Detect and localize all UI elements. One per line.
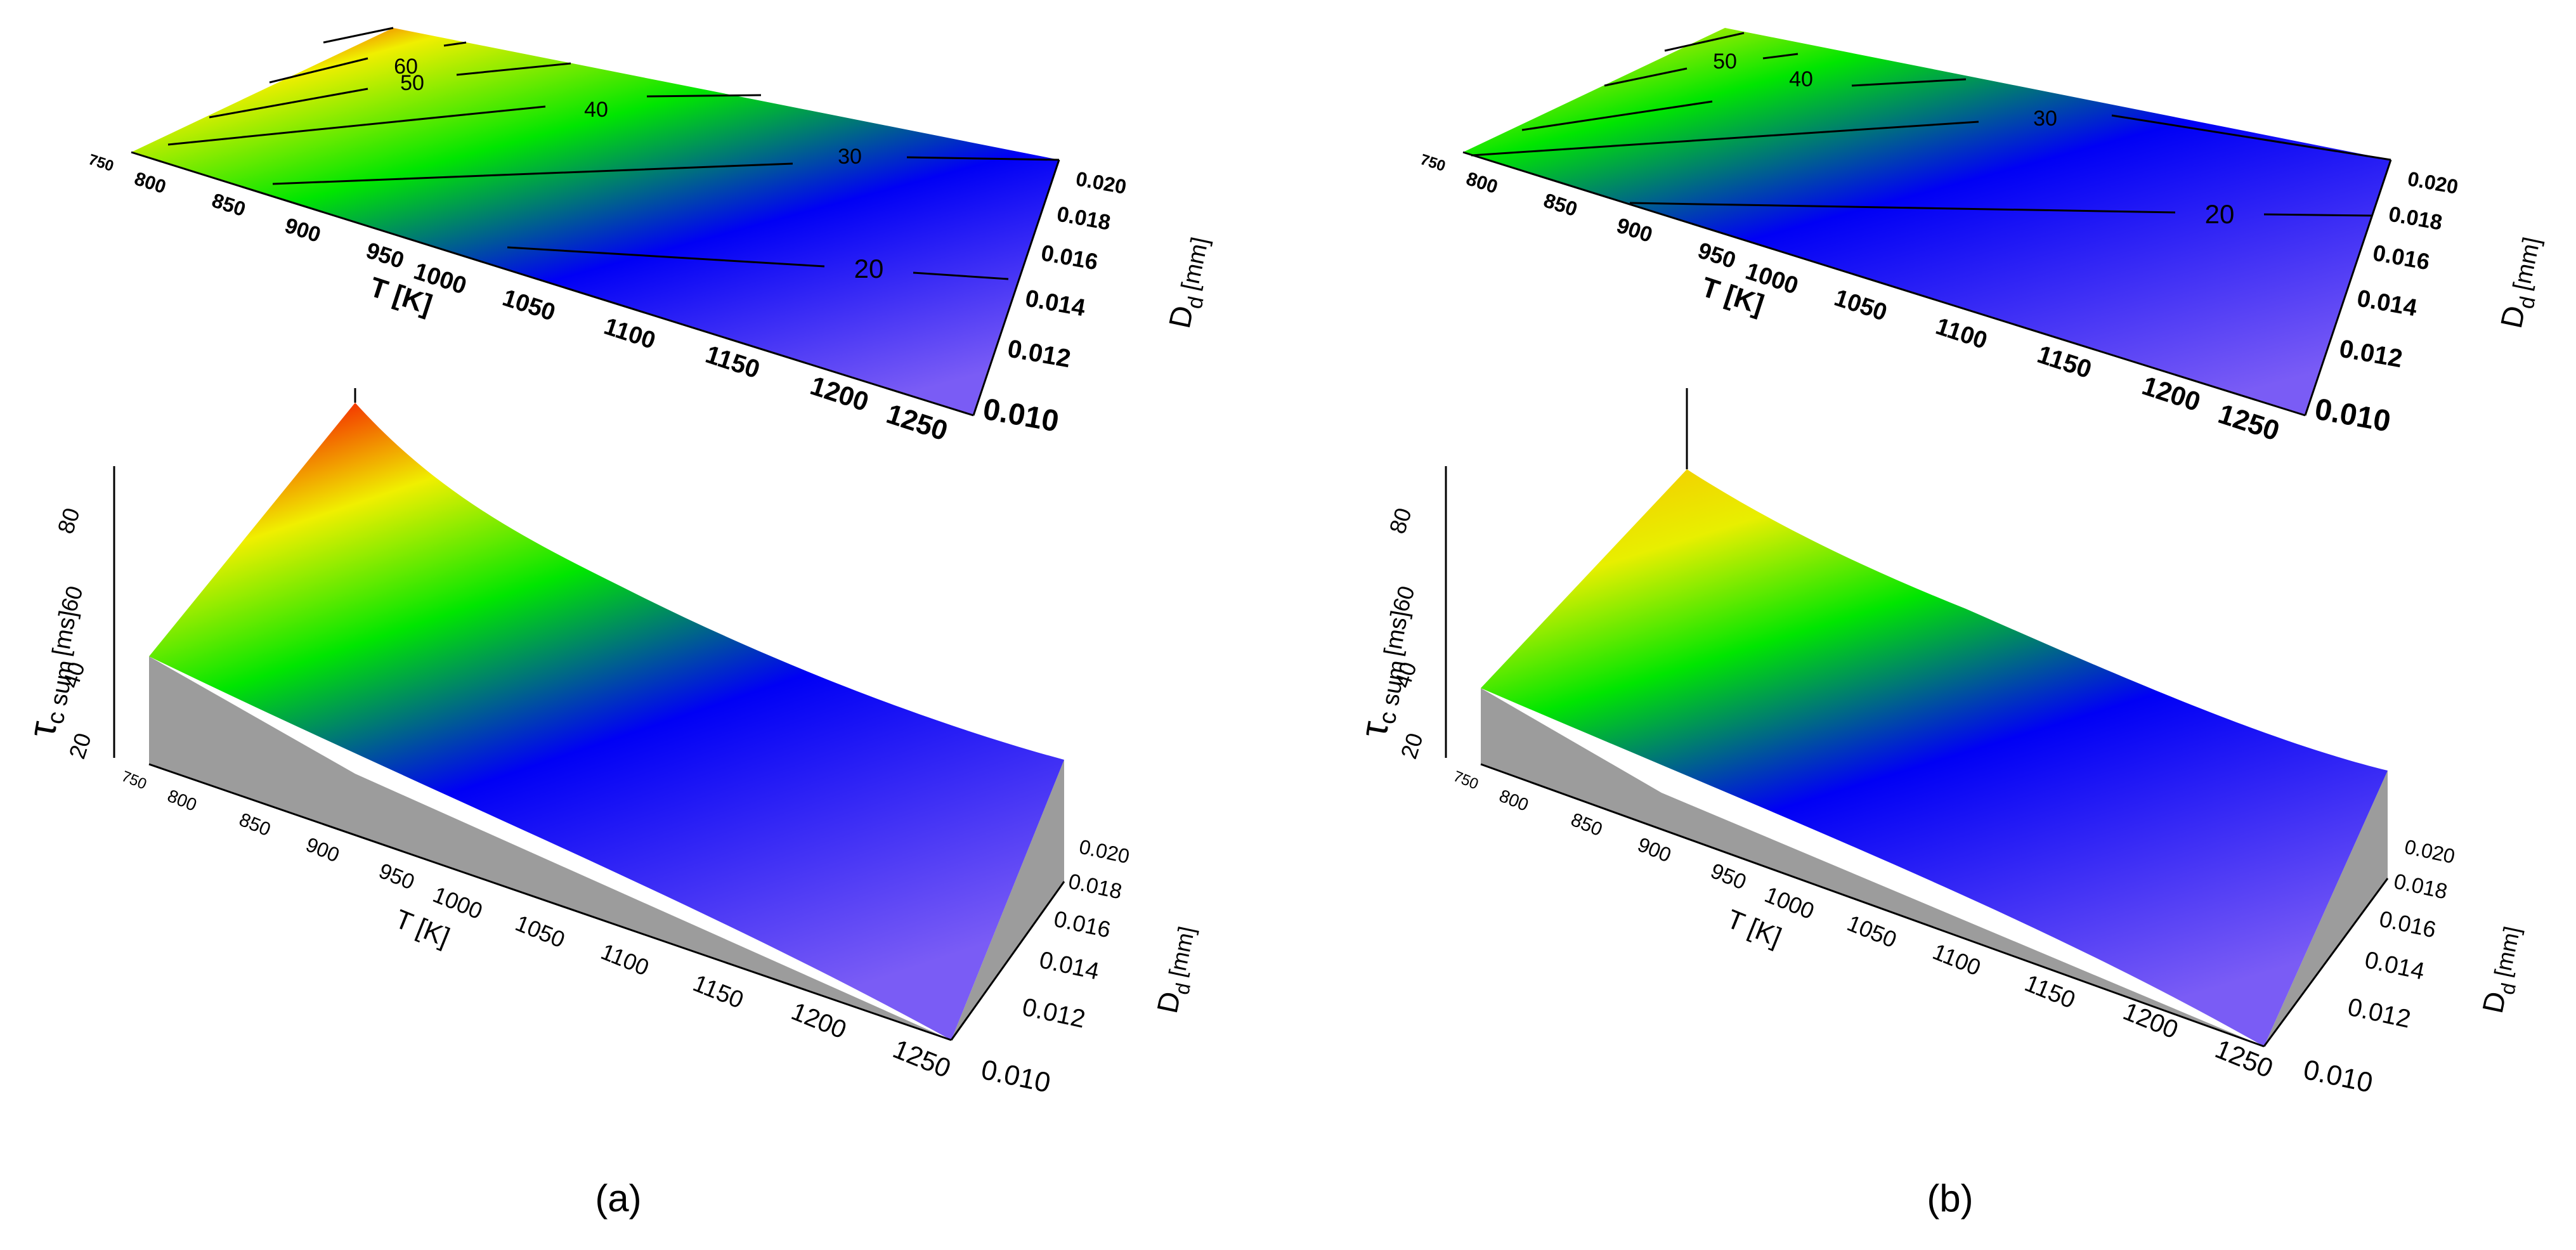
tick-1100: 1100	[601, 313, 658, 355]
svg-text:0.012: 0.012	[2337, 335, 2404, 374]
svg-text:0.014: 0.014	[1037, 947, 1102, 986]
svg-text:0.010: 0.010	[2312, 393, 2393, 439]
tick-750: 750	[86, 151, 115, 175]
contour-labels-a: 60 50 40 30 20	[394, 55, 883, 283]
svg-text:0.020: 0.020	[2406, 167, 2460, 198]
svg-text:800: 800	[165, 786, 200, 815]
svg-text:30: 30	[2033, 107, 2057, 131]
svg-text:0.020: 0.020	[2403, 835, 2457, 868]
tick-0.010: 0.010	[980, 393, 1062, 439]
panel-b: 50 40 30 20 750 800 850 900 950 1000 105…	[1352, 28, 2553, 1220]
axis-label-d-bottom-a: Dd[mm]	[1150, 923, 1207, 1017]
svg-text:950: 950	[375, 859, 418, 894]
surface-side-wall-a	[149, 656, 1064, 1040]
svg-text:900: 900	[1614, 213, 1656, 247]
svg-text:1250: 1250	[889, 1034, 955, 1084]
tick-900: 900	[282, 213, 324, 247]
tick-0.016: 0.016	[1039, 240, 1100, 275]
tick-z-80: 80	[52, 505, 84, 537]
tick-z-20: 20	[63, 730, 96, 762]
svg-text:0.018: 0.018	[1066, 869, 1124, 904]
svg-text:0.010: 0.010	[2301, 1054, 2376, 1099]
svg-text:850: 850	[1568, 809, 1605, 840]
tick-0.012: 0.012	[1005, 335, 1072, 374]
svg-text:0.014: 0.014	[2355, 285, 2419, 322]
tick-0.020: 0.020	[1074, 167, 1128, 198]
svg-text:1100: 1100	[597, 938, 653, 980]
svg-text:1200: 1200	[788, 998, 850, 1045]
svg-text:900: 900	[302, 833, 342, 866]
svg-text:0.012: 0.012	[1020, 993, 1088, 1034]
svg-text:900: 900	[1634, 833, 1674, 866]
surface-plot-a: 80 60 40 20 τc sum[ms] 750 800 850 900 9…	[20, 388, 1207, 1099]
tick-950: 950	[363, 237, 408, 274]
panel-a: 60 50 40 30 20 750 800 850 900 950 1000 …	[20, 27, 1221, 1220]
svg-text:0.010: 0.010	[979, 1054, 1053, 1099]
axis-label-d-top-b: Dd[mm]	[2495, 233, 2553, 332]
svg-text:80: 80	[1384, 505, 1416, 537]
contour-label-50: 50	[400, 71, 424, 95]
panel-label-a: (a)	[595, 1177, 641, 1220]
contour-label-30: 30	[838, 145, 862, 169]
tau-axis-b: 80 60 40 20 τc sum[ms]	[1352, 466, 1447, 762]
top-d-axis-b: 0.020 0.018 0.016 0.014 0.012 0.010 Dd[m…	[2304, 159, 2553, 439]
tick-0.014: 0.014	[1023, 285, 1087, 322]
svg-text:1050: 1050	[512, 909, 569, 953]
svg-text:850: 850	[236, 809, 273, 840]
svg-text:0.016: 0.016	[1051, 906, 1113, 943]
svg-text:20: 20	[2205, 199, 2235, 229]
svg-text:0.020: 0.020	[1077, 835, 1132, 868]
svg-text:1150: 1150	[689, 970, 748, 1014]
svg-text:1050: 1050	[1844, 909, 1901, 953]
svg-text:950: 950	[1707, 859, 1750, 894]
contour-label-20: 20	[854, 254, 884, 283]
svg-text:1100: 1100	[1929, 938, 1984, 980]
tick-1050: 1050	[499, 285, 558, 327]
contour-labels-b: 50 40 30 20	[1713, 49, 2234, 229]
tick-800: 800	[132, 168, 169, 198]
svg-text:800: 800	[1464, 168, 1500, 198]
top-t-axis-a: 750 800 850 900 950 1000 1050 1100 1150 …	[86, 151, 974, 447]
tick-0.018: 0.018	[1055, 202, 1112, 235]
surface-top-a	[149, 403, 1064, 1040]
contour-label-40: 40	[584, 98, 608, 122]
svg-text:0.016: 0.016	[2371, 240, 2432, 275]
panel-label-b: (b)	[1927, 1177, 1973, 1220]
svg-text:0.014: 0.014	[2362, 947, 2427, 986]
contour-surface-a	[131, 28, 1059, 415]
surface-plot-b: 80 60 40 20 τc sum[ms] 750 800 850 900 9…	[1352, 388, 2532, 1099]
svg-text:800: 800	[1497, 786, 1532, 815]
svg-text:950: 950	[1695, 237, 1740, 274]
tau-axis-a: 80 60 40 20 τc sum[ms]	[20, 466, 115, 762]
svg-text:40: 40	[1789, 67, 1813, 91]
svg-text:20: 20	[1395, 730, 1428, 762]
svg-text:1050: 1050	[1831, 285, 1890, 327]
contour-label-60: 60	[394, 55, 418, 79]
svg-text:750: 750	[119, 768, 149, 793]
axis-label-d-top: Dd[mm]	[1163, 233, 1221, 332]
svg-text:50: 50	[1713, 49, 1737, 74]
svg-text:0.018: 0.018	[2391, 869, 2449, 904]
contour-lines-a	[167, 27, 1060, 280]
svg-text:0.018: 0.018	[2387, 202, 2444, 235]
svg-text:850: 850	[1541, 188, 1580, 221]
svg-text:0.012: 0.012	[2345, 993, 2413, 1034]
svg-text:750: 750	[1418, 151, 1447, 175]
contour-lines-b	[1471, 32, 2391, 217]
contour-surface-b	[1463, 28, 2391, 415]
contour-map-b: 50 40 30 20 750 800 850 900 950 1000 105…	[1418, 28, 2553, 447]
svg-text:1100: 1100	[1932, 313, 1990, 355]
axis-label-d-bottom-b: Dd[mm]	[2476, 923, 2532, 1017]
contour-map-a: 60 50 40 30 20 750 800 850 900 950 1000 …	[86, 27, 1221, 447]
svg-text:0.016: 0.016	[2377, 906, 2438, 943]
surface-top-b	[1481, 469, 2388, 1046]
tick-850: 850	[209, 188, 249, 221]
svg-text:750: 750	[1451, 768, 1481, 793]
